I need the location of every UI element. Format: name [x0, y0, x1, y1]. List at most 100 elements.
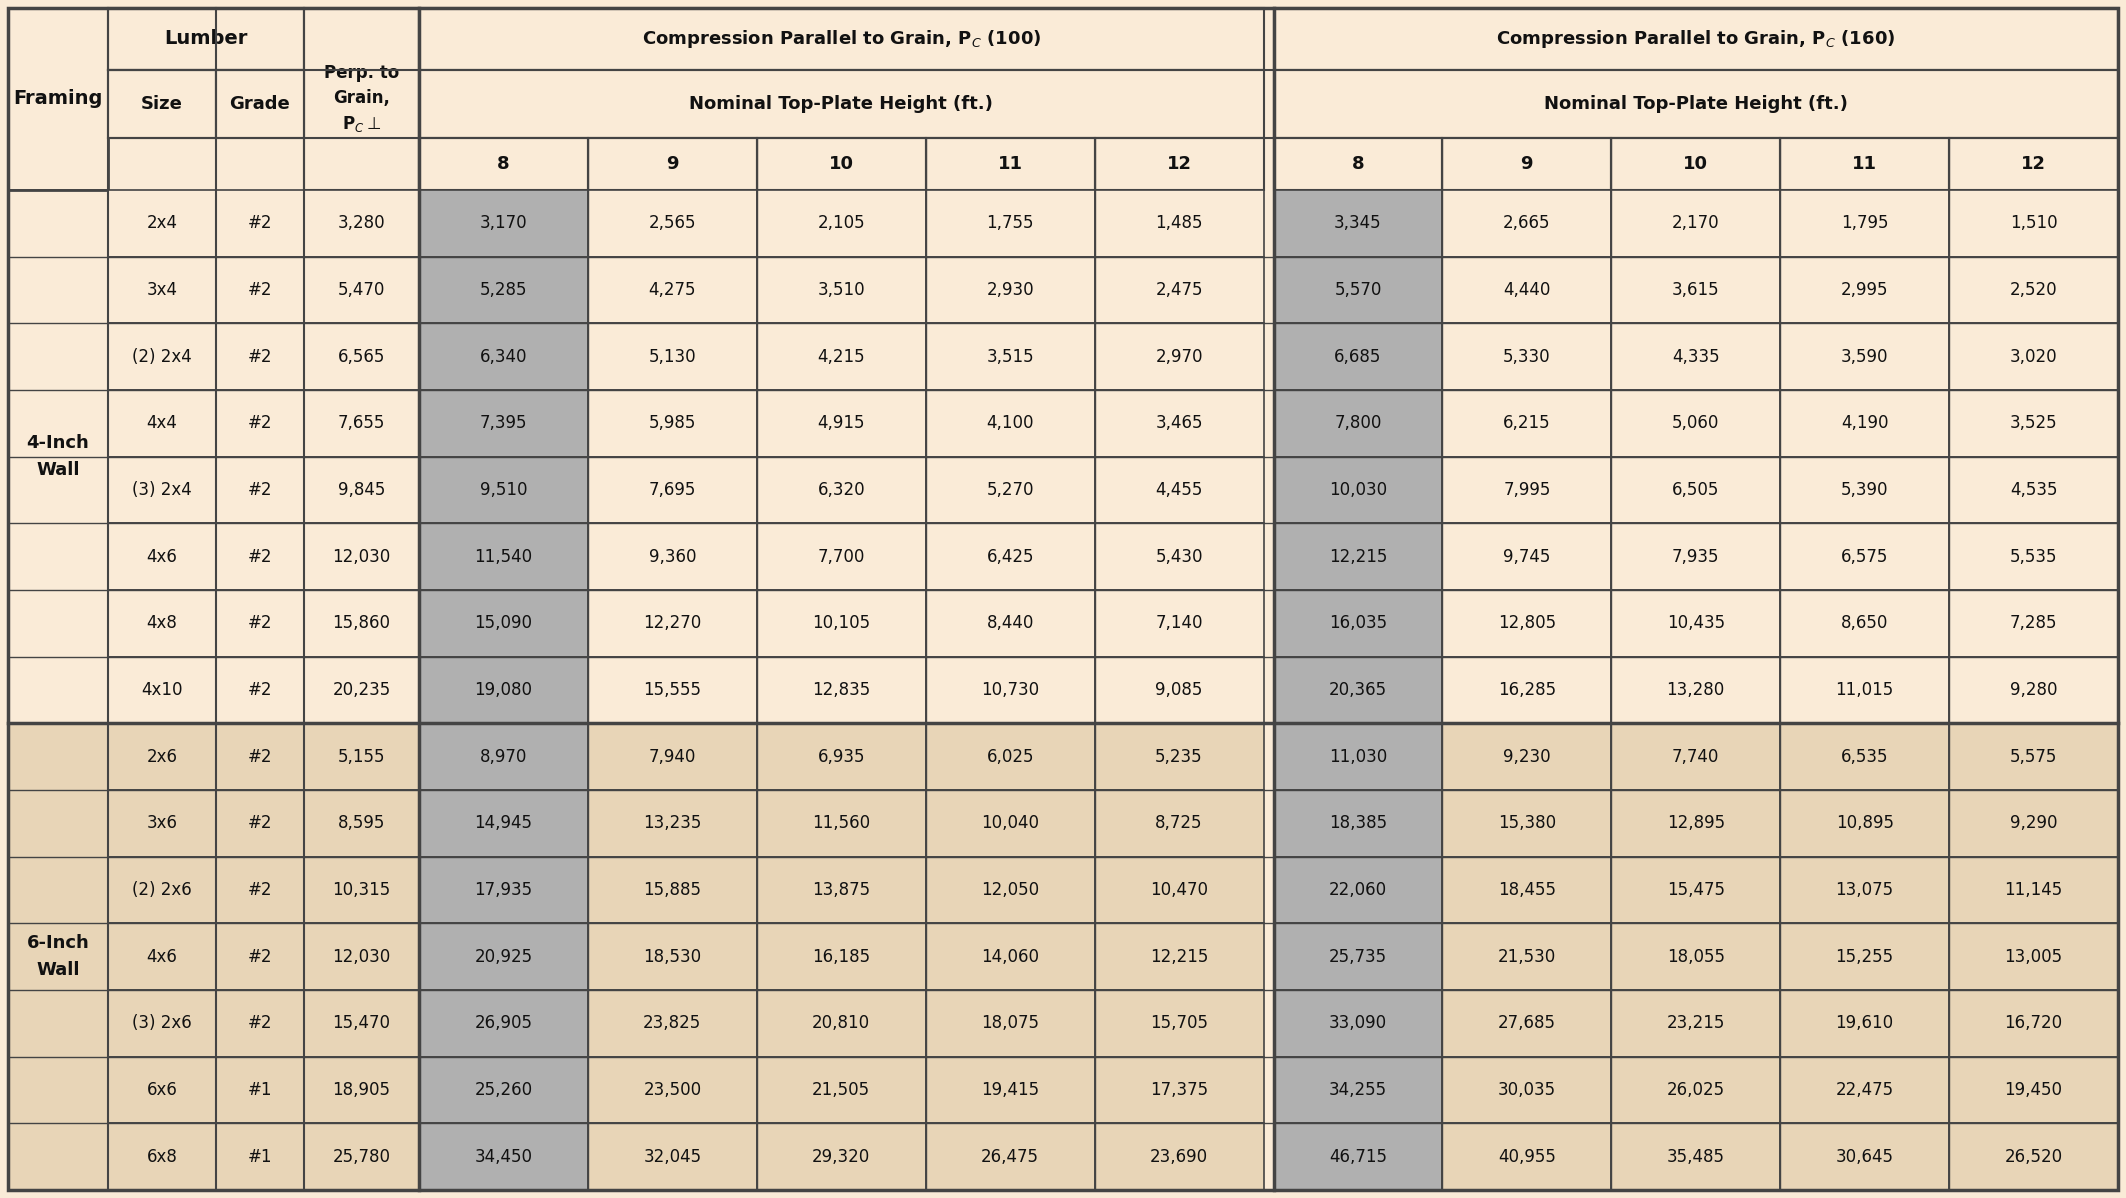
- Text: 21,505: 21,505: [812, 1081, 870, 1099]
- Text: 4,190: 4,190: [1841, 415, 1888, 432]
- Bar: [419, 857, 589, 924]
- Text: 6,025: 6,025: [986, 748, 1033, 766]
- Text: #2: #2: [249, 615, 272, 633]
- Bar: [1095, 391, 1263, 456]
- Text: Lumber: Lumber: [164, 30, 249, 48]
- Bar: [589, 323, 757, 391]
- Bar: [1612, 657, 1779, 724]
- Text: 1,510: 1,510: [2009, 214, 2058, 232]
- Bar: [419, 256, 589, 323]
- Bar: [1950, 456, 2117, 524]
- Text: 2,170: 2,170: [1671, 214, 1720, 232]
- Bar: [217, 1124, 304, 1190]
- Text: Framing: Framing: [13, 90, 102, 109]
- Text: 12,805: 12,805: [1499, 615, 1556, 633]
- Text: 18,530: 18,530: [644, 948, 702, 966]
- Bar: [1095, 256, 1263, 323]
- Bar: [1950, 1057, 2117, 1124]
- Bar: [1779, 1124, 1950, 1190]
- Text: 4x6: 4x6: [147, 547, 176, 565]
- Bar: [1441, 789, 1612, 857]
- Text: 9: 9: [665, 155, 678, 173]
- Bar: [925, 391, 1095, 456]
- Bar: [589, 589, 757, 657]
- Text: 9,280: 9,280: [2009, 680, 2058, 698]
- Bar: [1779, 789, 1950, 857]
- Bar: [757, 1124, 925, 1190]
- Text: 10,030: 10,030: [1329, 482, 1386, 500]
- Bar: [419, 69, 1263, 138]
- Text: 20,235: 20,235: [332, 680, 391, 698]
- Text: 3x4: 3x4: [147, 282, 176, 300]
- Bar: [1273, 391, 1441, 456]
- Text: #1: #1: [249, 1081, 272, 1099]
- Bar: [304, 924, 419, 990]
- Text: 2,930: 2,930: [986, 282, 1033, 300]
- Bar: [757, 391, 925, 456]
- Text: (2) 2x4: (2) 2x4: [132, 347, 191, 365]
- Bar: [1441, 524, 1612, 589]
- Text: 18,455: 18,455: [1499, 881, 1556, 898]
- Text: 25,735: 25,735: [1329, 948, 1386, 966]
- Text: #2: #2: [249, 815, 272, 833]
- Text: 27,685: 27,685: [1499, 1015, 1556, 1033]
- Bar: [1095, 138, 1263, 190]
- Text: 10,105: 10,105: [812, 615, 870, 633]
- Text: 6,425: 6,425: [986, 547, 1033, 565]
- Text: 15,555: 15,555: [644, 680, 702, 698]
- Text: 5,570: 5,570: [1335, 282, 1382, 300]
- Text: 15,255: 15,255: [1835, 948, 1894, 966]
- Bar: [304, 857, 419, 924]
- Text: 3,465: 3,465: [1154, 415, 1203, 432]
- Text: 11,560: 11,560: [812, 815, 870, 833]
- Bar: [1441, 190, 1612, 256]
- Bar: [1273, 256, 1441, 323]
- Text: Grade: Grade: [230, 95, 291, 113]
- Text: 6,565: 6,565: [338, 347, 385, 365]
- Text: 13,005: 13,005: [2005, 948, 2062, 966]
- Bar: [419, 1124, 589, 1190]
- Text: #2: #2: [249, 547, 272, 565]
- Text: 34,255: 34,255: [1329, 1081, 1386, 1099]
- Bar: [1950, 789, 2117, 857]
- Bar: [1095, 589, 1263, 657]
- Bar: [925, 256, 1095, 323]
- Bar: [1095, 990, 1263, 1057]
- Bar: [1950, 256, 2117, 323]
- Text: 17,375: 17,375: [1150, 1081, 1208, 1099]
- Text: 12,215: 12,215: [1329, 547, 1386, 565]
- Bar: [1273, 657, 1441, 724]
- Bar: [925, 724, 1095, 789]
- Text: 7,995: 7,995: [1503, 482, 1550, 500]
- Bar: [1779, 724, 1950, 789]
- Text: 3,590: 3,590: [1841, 347, 1888, 365]
- Text: 26,520: 26,520: [2005, 1148, 2062, 1166]
- Bar: [1441, 323, 1612, 391]
- Text: 14,060: 14,060: [982, 948, 1040, 966]
- Bar: [217, 990, 304, 1057]
- Bar: [419, 657, 589, 724]
- Bar: [1095, 456, 1263, 524]
- Bar: [589, 1057, 757, 1124]
- Text: 5,270: 5,270: [986, 482, 1033, 500]
- Bar: [304, 256, 419, 323]
- Bar: [217, 456, 304, 524]
- Text: 6,340: 6,340: [480, 347, 527, 365]
- Text: #2: #2: [249, 282, 272, 300]
- Text: 8,440: 8,440: [986, 615, 1033, 633]
- Text: 11,030: 11,030: [1329, 748, 1386, 766]
- Text: 18,055: 18,055: [1667, 948, 1724, 966]
- Text: 13,235: 13,235: [644, 815, 702, 833]
- Bar: [757, 789, 925, 857]
- Text: #2: #2: [249, 1015, 272, 1033]
- Text: 11: 11: [997, 155, 1023, 173]
- Bar: [589, 190, 757, 256]
- Text: 20,925: 20,925: [474, 948, 532, 966]
- Bar: [217, 924, 304, 990]
- Bar: [108, 1057, 217, 1124]
- Text: 2,970: 2,970: [1154, 347, 1203, 365]
- Text: 34,450: 34,450: [474, 1148, 532, 1166]
- Text: 7,140: 7,140: [1154, 615, 1203, 633]
- Bar: [108, 391, 217, 456]
- Text: 7,655: 7,655: [338, 415, 385, 432]
